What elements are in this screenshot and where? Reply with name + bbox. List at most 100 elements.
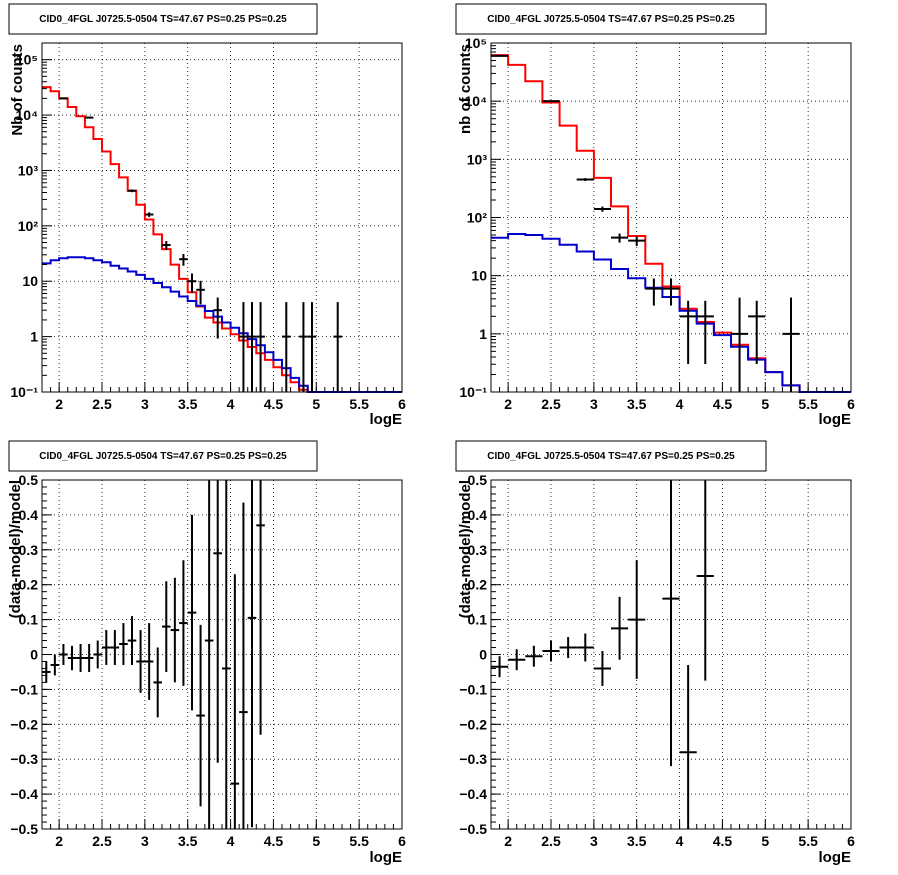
total-model-histogram <box>42 86 402 393</box>
y-axis-label: nb of counts <box>457 44 474 134</box>
x-tick-label: 4 <box>227 396 235 412</box>
y-tick-label: 10 <box>471 268 487 284</box>
y-tick-label: 0 <box>479 647 487 663</box>
title-box <box>455 440 767 472</box>
grid <box>42 43 403 393</box>
x-tick-label: 3 <box>141 396 149 412</box>
x-tick-label: 5 <box>312 833 320 849</box>
y-tick-label: −0.5 <box>10 821 38 837</box>
y-tick-label: 0.1 <box>468 612 488 628</box>
x-tick-label: 3 <box>141 833 149 849</box>
y-tick-label: 10⁻¹ <box>10 384 38 400</box>
x-axis-label: logE <box>819 849 852 866</box>
y-tick-label: −0.1 <box>10 681 38 697</box>
y-tick-label: −0.4 <box>459 786 487 802</box>
x-tick-label: 3.5 <box>178 833 198 849</box>
y-tick-label: 0.5 <box>468 472 488 488</box>
y-tick-label: 0.2 <box>468 577 488 593</box>
x-axis-label: logE <box>370 411 403 428</box>
x-tick-label: 2.5 <box>541 833 561 849</box>
y-tick-label: 10⁵ <box>16 52 38 68</box>
x-tick-label: 2 <box>504 396 512 412</box>
x-axis-label: logE <box>819 411 852 428</box>
y-tick-label: 0 <box>30 647 38 663</box>
x-tick-label: 3 <box>590 833 598 849</box>
grid <box>491 42 852 393</box>
title-box <box>8 440 318 472</box>
x-tick-label: 5.5 <box>349 833 369 849</box>
y-tick-label: 10⁴ <box>465 93 488 109</box>
y-tick-label: 10³ <box>18 162 39 178</box>
plot-marks <box>491 54 851 393</box>
x-tick-label: 2.5 <box>92 833 112 849</box>
plot-marks <box>42 480 265 829</box>
panel-title: CID0_4FGL J0725.5-0504 TS=47.67 PS=0.25 … <box>487 451 735 462</box>
x-tick-label: 4.5 <box>713 396 733 412</box>
x-tick-label: 3 <box>590 396 598 412</box>
x-tick-label: 2 <box>55 833 63 849</box>
x-tick-label: 6 <box>398 833 406 849</box>
title-box <box>8 3 318 35</box>
y-tick-label: 0.3 <box>468 542 488 558</box>
x-tick-label: 5.5 <box>798 833 818 849</box>
y-tick-label: 10² <box>18 218 39 234</box>
title-box <box>455 3 767 35</box>
plot-marks <box>42 86 402 393</box>
y-tick-label: 0.1 <box>19 612 39 628</box>
y-axis-label: (data-model)/model <box>457 480 474 618</box>
y-axis-label: Nb of counts <box>9 44 26 136</box>
y-tick-label: 10⁵ <box>465 35 487 51</box>
y-tick-label: 1 <box>479 326 487 342</box>
y-tick-label: −0.2 <box>459 716 487 732</box>
axis-ticks: 2 2.5 3 3.5 4 4.5 5 5.5 6 10⁻¹ 1 10 10² 10³ 10⁴ 10⁵ <box>459 35 855 412</box>
panel-title: CID0_4FGL J0725.5-0504 TS=47.67 PS=0.25 … <box>39 451 287 462</box>
x-tick-label: 5 <box>312 396 320 412</box>
x-tick-label: 6 <box>847 396 855 412</box>
panel-title: CID0_4FGL J0725.5-0504 TS=47.67 PS=0.25 … <box>487 14 735 25</box>
panel-top-left: CID0_4FGL J0725.5-0504 TS=47.67 PS=0.25 … <box>8 3 406 428</box>
x-tick-label: 3.5 <box>627 833 647 849</box>
x-tick-label: 4 <box>676 833 684 849</box>
axis-ticks: 2 2.5 3 3.5 4 4.5 5 5.5 6 −0.5 −0.4 −0.3 −0.2 −0.1 0 0.… <box>459 472 855 849</box>
x-tick-label: 5 <box>761 396 769 412</box>
axis-ticks: 2 2.5 3 3.5 4 4.5 5 5.5 6 −0.5 −0.4 −0.3 −0.2 −0.1 0 0.… <box>10 472 406 849</box>
y-tick-label: 10³ <box>467 151 488 167</box>
x-tick-label: 4 <box>227 833 235 849</box>
x-tick-label: 4.5 <box>713 833 733 849</box>
x-tick-label: 6 <box>847 833 855 849</box>
plot-marks <box>491 480 714 829</box>
x-tick-label: 2.5 <box>92 396 112 412</box>
y-tick-label: 0.4 <box>19 507 39 523</box>
source-model-histogram <box>491 233 851 393</box>
total-model-histogram <box>491 54 851 393</box>
x-tick-label: 4.5 <box>264 396 284 412</box>
panel-top-right: CID0_4FGL J0725.5-0504 TS=47.67 PS=0.25 … <box>455 3 855 428</box>
y-tick-label: 1 <box>30 329 38 345</box>
x-tick-label: 4 <box>676 396 684 412</box>
x-tick-label: 4.5 <box>264 833 284 849</box>
x-tick-label: 2.5 <box>541 396 561 412</box>
y-tick-label: −0.5 <box>459 821 487 837</box>
y-tick-label: 0.5 <box>19 472 39 488</box>
y-tick-label: −0.4 <box>10 786 38 802</box>
x-tick-label: 5.5 <box>798 396 818 412</box>
source-model-histogram <box>42 256 402 393</box>
axis-ticks: 2 2.5 3 3.5 4 4.5 5 5.5 6 10⁻¹ 1 10 10² 10³ 10⁴ 10⁵ <box>10 42 406 412</box>
x-tick-label: 3.5 <box>178 396 198 412</box>
y-tick-label: −0.3 <box>10 751 38 767</box>
panel-bottom-right: CID0_4FGL J0725.5-0504 TS=47.67 PS=0.25 … <box>455 440 855 866</box>
y-tick-label: −0.3 <box>459 751 487 767</box>
panel-bottom-left: CID0_4FGL J0725.5-0504 TS=47.67 PS=0.25 … <box>7 440 406 866</box>
x-tick-label: 5.5 <box>349 396 369 412</box>
y-tick-label: 0.3 <box>19 542 39 558</box>
plot-frame <box>41 42 403 393</box>
x-tick-label: 2 <box>504 833 512 849</box>
y-axis-label: (data-model)/model <box>7 480 24 618</box>
x-axis-label: logE <box>370 849 403 866</box>
y-tick-label: −0.1 <box>459 681 487 697</box>
y-tick-label: 0.4 <box>468 507 488 523</box>
y-tick-label: 10² <box>467 210 488 226</box>
y-tick-label: 10⁻¹ <box>459 384 487 400</box>
x-tick-label: 2 <box>55 396 63 412</box>
